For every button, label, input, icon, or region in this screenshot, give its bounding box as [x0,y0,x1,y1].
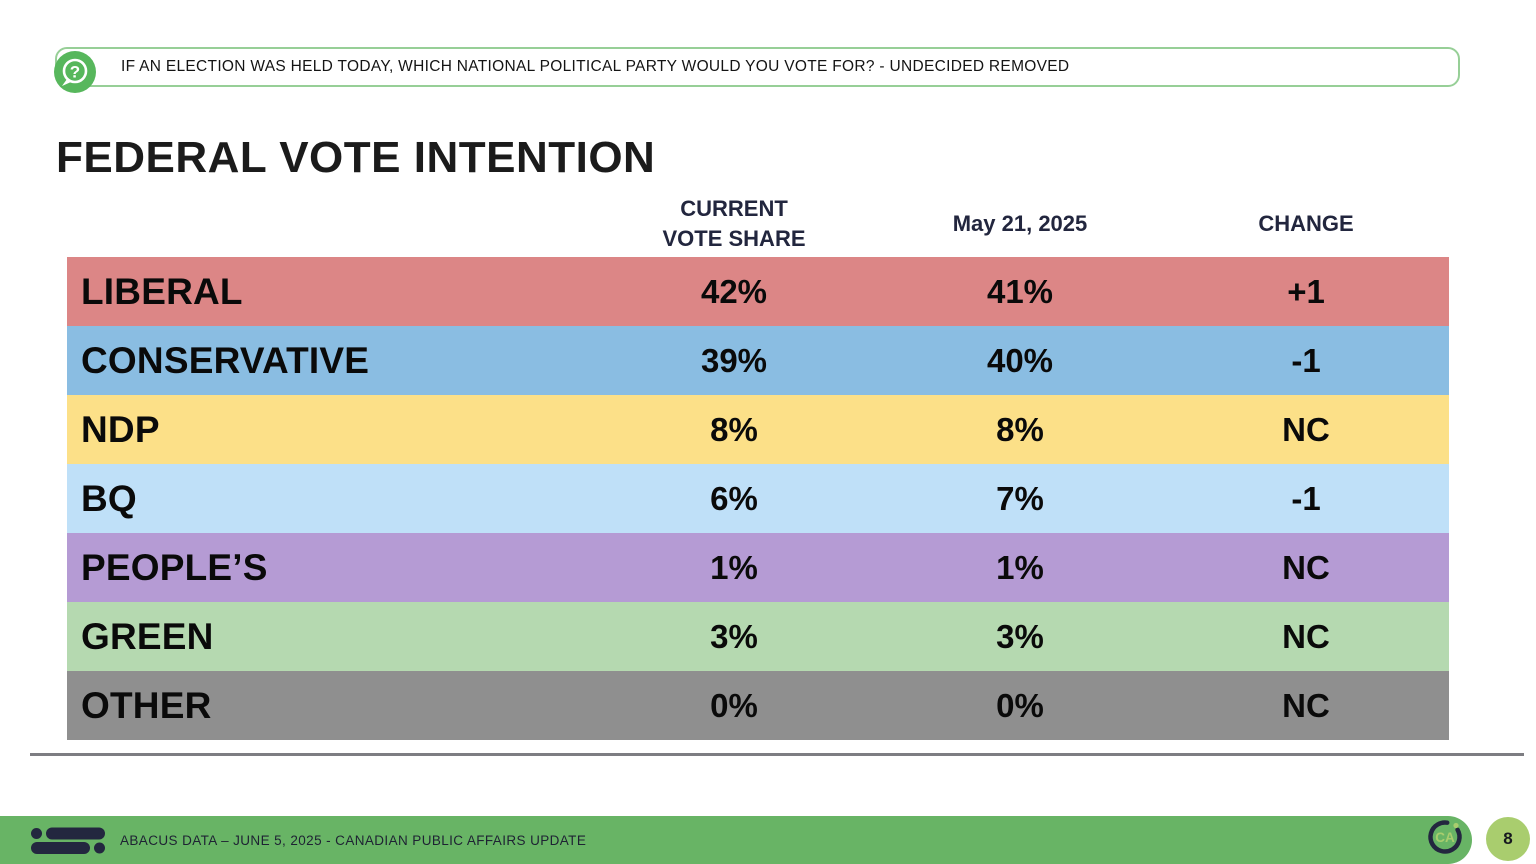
current-vote-share: 1% [710,548,758,586]
previous-vote-share: 40% [986,341,1054,379]
table-row-peoples: PEOPLE’S 1% 1% NC [67,533,1449,602]
column-header-change: CHANGE [1258,210,1354,236]
page-title: FEDERAL VOTE INTENTION [56,133,656,182]
previous-vote-share: 41% [986,272,1054,310]
party-name: BQ [81,477,137,519]
column-header-may-21-2025: May 21, 2025 [952,210,1088,236]
current-vote-share: 3% [710,617,758,655]
ca-logo-icon: CA [1427,819,1463,855]
svg-text:?: ? [70,63,80,82]
abacus-data-logo-icon [31,827,105,854]
change-value: NC [1282,548,1330,586]
table-header-row: CURRENT VOTE SHARE May 21, 2025 CHANGE [67,190,1449,257]
current-vote-share: 39% [700,341,768,379]
party-name: GREEN [81,615,214,657]
party-name: LIBERAL [81,270,243,312]
page-number-badge: 8 [1486,817,1530,861]
previous-vote-share: 8% [996,410,1044,448]
divider-line [30,753,1524,756]
change-value: NC [1282,410,1330,448]
change-value: NC [1282,617,1330,655]
question-bubble-icon: ? [54,51,96,93]
party-name: PEOPLE’S [81,546,268,588]
table-row-ndp: NDP 8% 8% NC [67,395,1449,464]
change-value: +1 [1287,272,1325,310]
question-text: IF AN ELECTION WAS HELD TODAY, WHICH NAT… [121,58,1070,75]
previous-vote-share: 3% [996,617,1044,655]
previous-vote-share: 1% [996,548,1044,586]
change-value: -1 [1291,479,1321,517]
page-number: 8 [1503,829,1513,848]
previous-vote-share: 7% [996,479,1044,517]
party-name: OTHER [81,684,212,726]
table-row-liberal: LIBERAL 42% 41% +1 [67,257,1449,326]
table-row-conservative: CONSERVATIVE 39% 40% -1 [67,326,1449,395]
current-vote-share: 42% [700,272,768,310]
table-row-bq: BQ 6% 7% -1 [67,464,1449,533]
current-vote-share: 8% [710,410,758,448]
svg-text:CA: CA [1435,830,1455,845]
party-name: NDP [81,408,160,450]
current-vote-share: 6% [710,479,758,517]
party-name: CONSERVATIVE [81,339,370,381]
previous-vote-share: 0% [996,686,1044,724]
column-header-current-vote-share: CURRENT VOTE SHARE [662,195,806,251]
vote-intention-table: CURRENT VOTE SHARE May 21, 2025 CHANGE L… [67,190,1449,740]
footer-bar: ABACUS DATA – JUNE 5, 2025 - CANADIAN PU… [0,816,1472,864]
question-banner: ? IF AN ELECTION WAS HELD TODAY, WHICH N… [54,47,1460,93]
current-vote-share: 0% [710,686,758,724]
footer-text: ABACUS DATA – JUNE 5, 2025 - CANADIAN PU… [120,832,587,848]
change-value: NC [1282,686,1330,724]
change-value: -1 [1291,341,1321,379]
table-row-other: OTHER 0% 0% NC [67,671,1449,740]
table-row-green: GREEN 3% 3% NC [67,602,1449,671]
